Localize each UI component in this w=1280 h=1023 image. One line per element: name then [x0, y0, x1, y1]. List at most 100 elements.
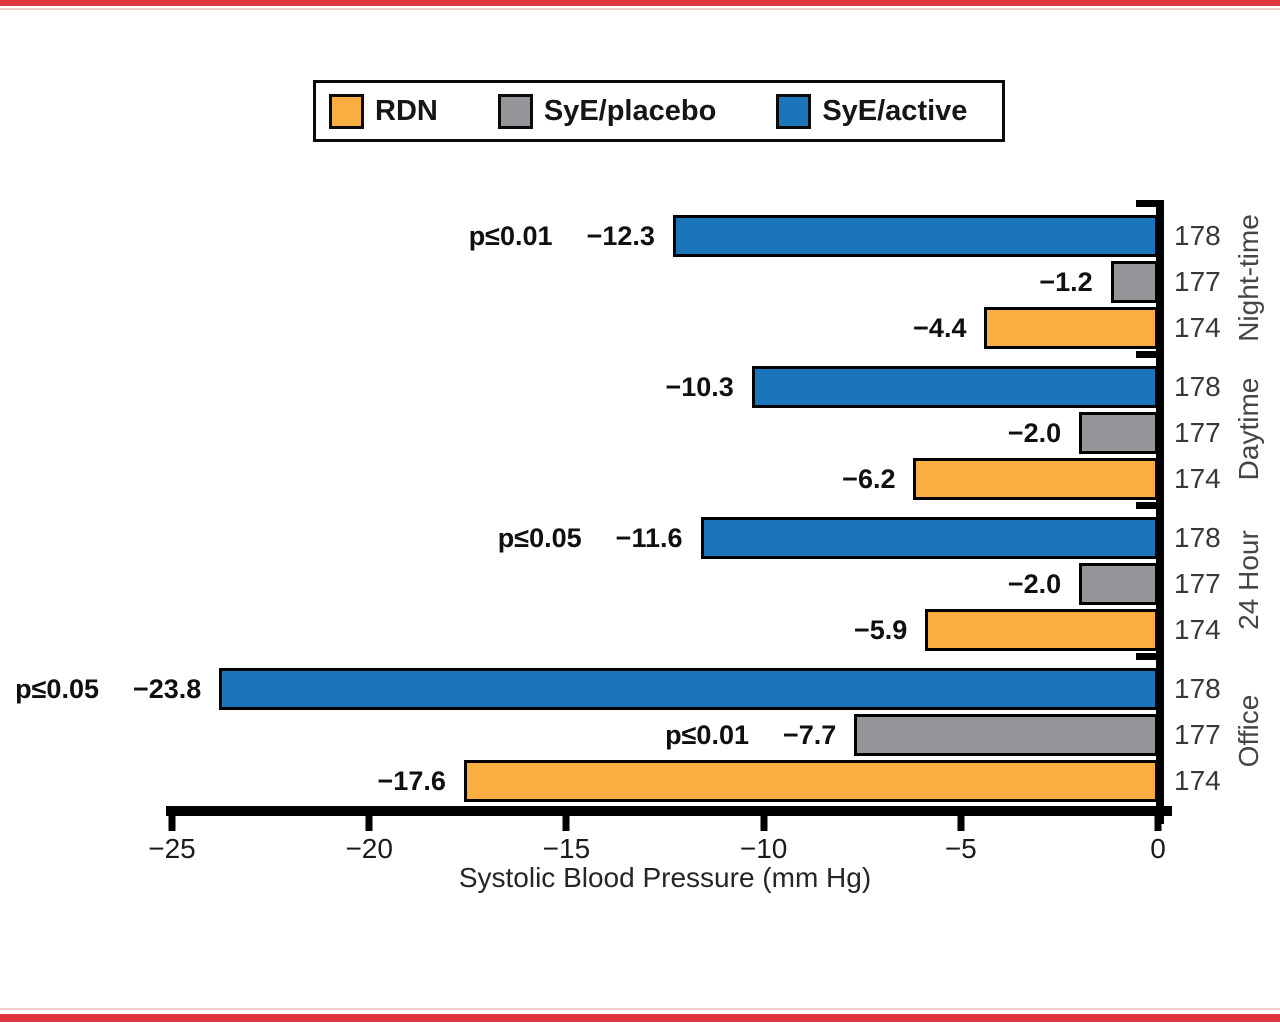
- p-value-label: p≤0.01: [665, 719, 749, 750]
- bar-value-label: −2.0: [1007, 568, 1062, 599]
- n-count-label: 178: [1174, 673, 1221, 704]
- p-value-label: p≤0.05: [497, 522, 582, 553]
- bar-value-label: −17.6: [377, 765, 446, 796]
- bar-sye-active: [700, 517, 1158, 559]
- bar-value-label: −6.2: [842, 463, 896, 494]
- bar-row-daytime-sye-placebo: −2.0 177: [172, 412, 1221, 454]
- n-count-label: 177: [1174, 719, 1221, 750]
- category-label-office: Office: [1233, 694, 1264, 767]
- p-value-label: p≤0.01: [468, 220, 553, 251]
- bottom-red-rule: [0, 1014, 1280, 1022]
- bar-value-label: −11.6: [615, 522, 683, 553]
- bar-value-label: −23.8: [133, 673, 202, 704]
- top-red-rule: [0, 0, 1280, 6]
- bar-value-label: −1.2: [1039, 266, 1093, 297]
- bar-annotations: −17.6: [378, 760, 446, 802]
- legend-item-sye-active: SyE/active: [776, 93, 968, 129]
- bar-row-daytime-rdn: −6.2 174: [172, 458, 1221, 500]
- bar-annotations: p≤0.01 −7.7: [665, 714, 836, 756]
- x-axis-tick: [1154, 816, 1162, 831]
- bar-sye-placebo: [1079, 563, 1158, 605]
- x-axis-tick: [562, 816, 570, 831]
- legend-label-rdn: RDN: [375, 94, 438, 127]
- n-count-label: 174: [1174, 614, 1221, 645]
- n-count-label: 174: [1174, 765, 1221, 796]
- bar-annotations: −5.9: [854, 609, 907, 651]
- bar-row-24-hour-sye-active: p≤0.05 −11.6 178: [172, 517, 1221, 559]
- x-axis-tick: [365, 816, 373, 831]
- legend-label-sye-active: SyE/active: [822, 94, 968, 127]
- x-tick-label: −20: [345, 833, 393, 864]
- bar-sye-placebo: [854, 714, 1158, 756]
- bar-sye-placebo: [1079, 412, 1158, 454]
- n-count-label: 177: [1174, 417, 1221, 448]
- n-count-label: 178: [1174, 522, 1221, 553]
- category-axis-tick: [1136, 653, 1156, 660]
- bar-annotations: −6.2: [842, 458, 895, 500]
- bar-rdn: [463, 760, 1158, 802]
- bar-sye-active: [751, 366, 1158, 408]
- bar-annotations: −2.0: [1008, 563, 1061, 605]
- bar-group-night-time: p≤0.01 −12.3 178 −1.2 177 −4.4 174: [172, 202, 1221, 353]
- bar-rdn: [984, 307, 1158, 349]
- bar-row-office-sye-placebo: p≤0.01 −7.7 177: [172, 714, 1221, 756]
- bar-annotations: −1.2: [1039, 261, 1092, 303]
- bar-annotations: −4.4: [913, 307, 966, 349]
- legend-item-rdn: RDN: [329, 93, 438, 129]
- x-axis-line: [166, 806, 1172, 816]
- bar-row-night-time-sye-placebo: −1.2 177: [172, 261, 1221, 303]
- bar-value-label: −5.9: [854, 614, 908, 645]
- x-axis-tick: [957, 816, 965, 831]
- n-count-label: 174: [1174, 463, 1221, 494]
- bar-row-24-hour-rdn: −5.9 174: [172, 609, 1221, 651]
- x-tick-label: 0: [1150, 833, 1166, 864]
- x-axis-tick: [760, 816, 768, 831]
- bar-rdn: [913, 458, 1158, 500]
- x-tick-label: −5: [944, 833, 977, 864]
- bar-row-night-time-rdn: −4.4 174: [172, 307, 1221, 349]
- x-tick-label: −10: [739, 833, 788, 864]
- bar-value-label: −7.7: [783, 719, 837, 750]
- n-count-label: 177: [1174, 266, 1221, 297]
- bar-annotations: p≤0.05 −11.6: [498, 517, 683, 559]
- category-axis-tick: [1136, 502, 1156, 509]
- plot-area: p≤0.01 −12.3 178 −1.2 177 −4.4 174 −10.3 178 −2.0…: [15, 202, 1221, 806]
- top-red-rule-light: [0, 8, 1280, 10]
- bar-annotations: p≤0.05 −23.8: [15, 668, 201, 710]
- category-label-24-hour: 24 Hour: [1233, 529, 1264, 630]
- bar-annotations: −10.3: [665, 366, 733, 408]
- x-tick-label: −25: [148, 833, 196, 864]
- x-axis-title: Systolic Blood Pressure (mm Hg): [458, 862, 872, 893]
- bar-group-office: p≤0.05 −23.8 178 p≤0.01 −7.7 177 −17.6 174: [15, 655, 1221, 806]
- bar-sye-active: [219, 668, 1158, 710]
- n-count-label: 177: [1174, 568, 1221, 599]
- x-tick-label: −15: [542, 833, 591, 864]
- bar-annotations: −2.0: [1008, 412, 1061, 454]
- p-value-label: p≤0.05: [15, 673, 99, 704]
- bar-group-daytime: −10.3 178 −2.0 177 −6.2 174: [172, 353, 1221, 504]
- rdn-swatch-icon: [329, 93, 364, 129]
- bar-value-label: −4.4: [913, 312, 967, 343]
- n-count-label: 174: [1174, 312, 1221, 343]
- bar-rdn: [925, 609, 1158, 651]
- category-label-daytime: Daytime: [1233, 377, 1264, 480]
- x-axis-tick: [168, 816, 176, 831]
- bar-sye-active: [672, 215, 1158, 257]
- bar-row-24-hour-sye-placebo: −2.0 177: [172, 563, 1221, 605]
- bar-row-daytime-sye-active: −10.3 178: [172, 366, 1221, 408]
- bar-row-night-time-sye-active: p≤0.01 −12.3 178: [172, 215, 1221, 257]
- bar-row-office-sye-active: p≤0.05 −23.8 178: [15, 668, 1221, 710]
- legend-item-sye-placebo: SyE/placebo: [497, 93, 716, 129]
- category-label-night-time: Night-time: [1233, 213, 1264, 342]
- bar-value-label: −2.0: [1007, 417, 1062, 448]
- legend: RDN SyE/placebo SyE/active: [313, 80, 1005, 142]
- bar-group-24-hour: p≤0.05 −11.6 178 −2.0 177 −5.9 174: [172, 504, 1221, 655]
- right-category-axis: [1156, 200, 1164, 824]
- category-axis-tick: [1136, 200, 1156, 207]
- x-axis: −25 −20 −15 −10 −5 0: [148, 806, 1166, 896]
- n-count-label: 178: [1174, 371, 1221, 402]
- sye-placebo-swatch-icon: [497, 93, 533, 129]
- bottom-red-rule-light: [0, 1008, 1280, 1010]
- bar-value-label: −10.3: [665, 371, 734, 402]
